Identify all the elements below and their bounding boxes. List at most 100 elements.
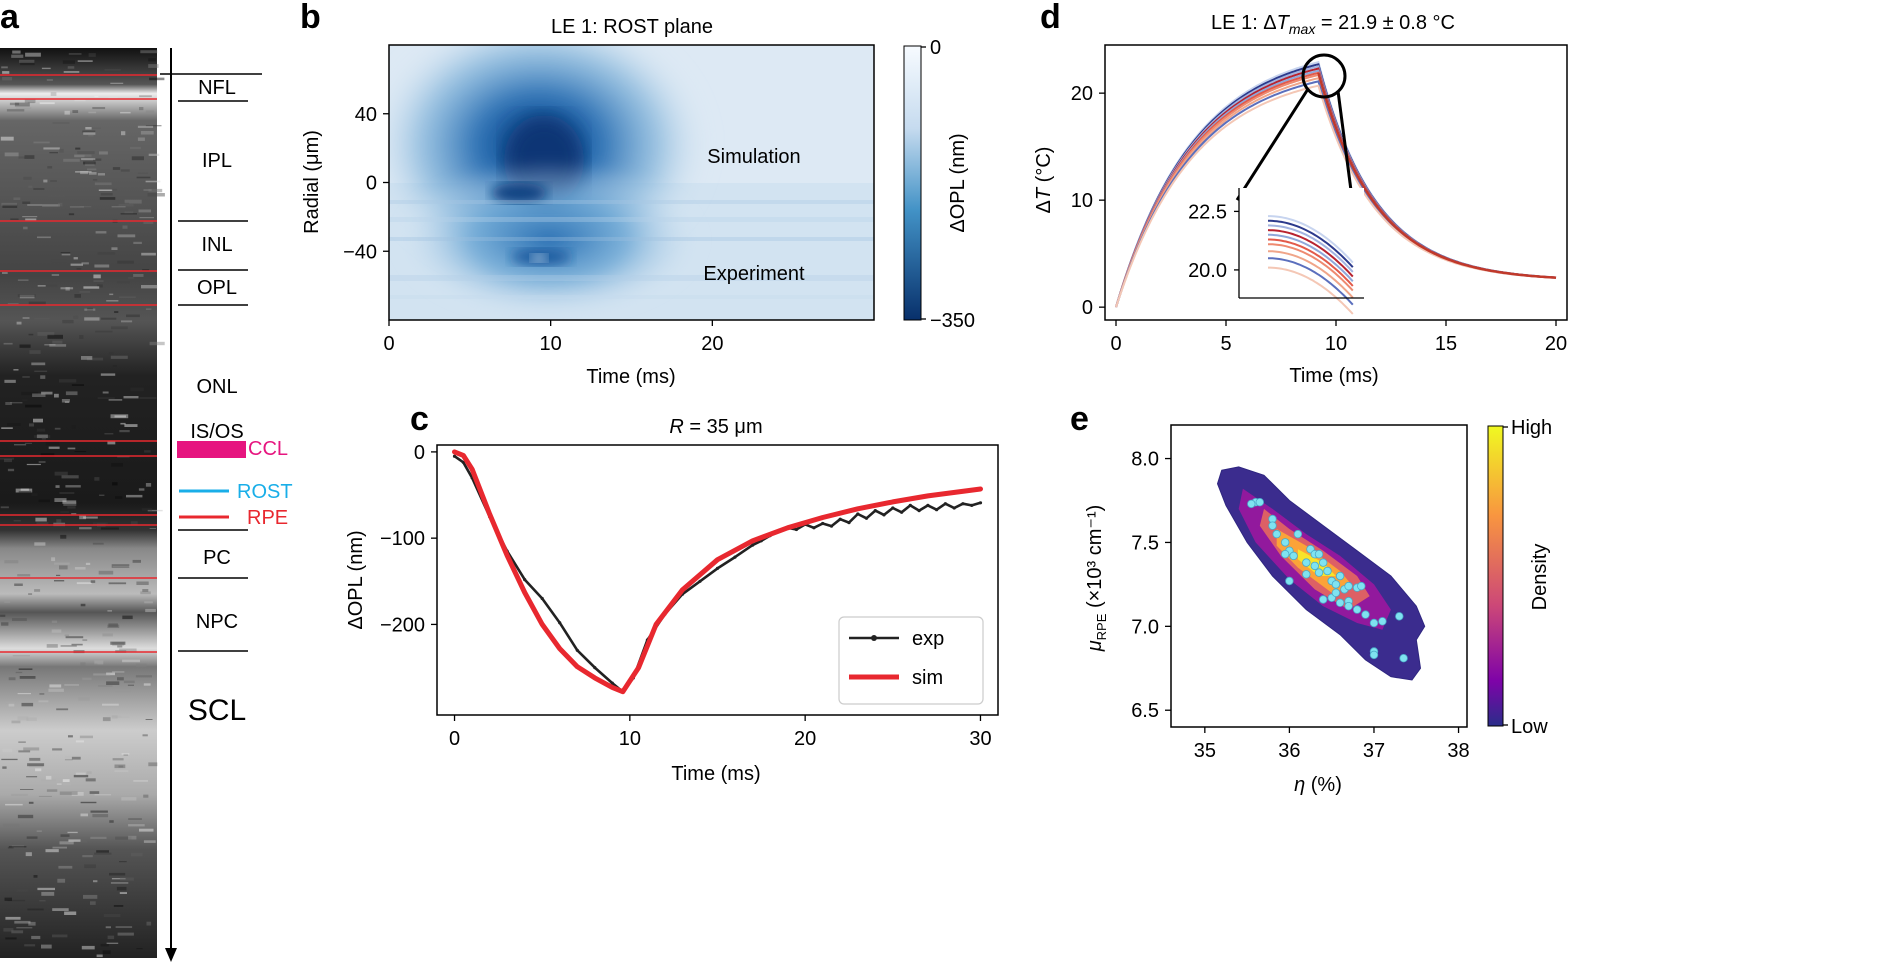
oct-speckle-dot (119, 648, 137, 652)
oct-speckle-dot (20, 789, 34, 790)
d-ylabel: ΔT (°C) (1033, 147, 1055, 214)
oct-speckle-dot (52, 846, 67, 849)
oct-speckle-dot (16, 749, 32, 752)
oct-speckle-dot (35, 517, 47, 522)
oct-speckle-dot (4, 152, 19, 157)
oct-speckle-dot (137, 137, 145, 141)
oct-speckle-dot (145, 308, 152, 310)
oct-speckle-dot (107, 624, 120, 628)
oct-speckle-dot (83, 894, 98, 899)
oct-speckle-dot (26, 717, 37, 721)
oct-speckle-dot (99, 197, 116, 200)
oct-speckle-dot (45, 849, 59, 853)
oct-speckle-dot (120, 111, 131, 114)
oct-speckle-dot (79, 335, 84, 339)
oct-speckle-dot (31, 935, 41, 940)
oct-speckle-dot (108, 623, 118, 627)
oct-speckle-dot (97, 284, 103, 288)
oct-speckle-dot (110, 641, 126, 645)
oct-speckle-dot (23, 747, 40, 751)
oct-speckle-dot (18, 156, 25, 159)
oct-speckle-dot (69, 206, 84, 208)
c-series-exp-point (461, 460, 465, 464)
oct-speckle-dot (59, 841, 74, 845)
oct-speckle-dot (128, 824, 145, 827)
oct-speckle-dot (92, 542, 104, 545)
c-series-exp-point (733, 555, 737, 559)
c-ylabel: ΔOPL (nm) (345, 530, 367, 629)
d-title-suffix: = 21.9 ± 0.8 °C (1315, 12, 1455, 34)
c-series-exp-point (821, 521, 825, 526)
oct-speckle-dot (73, 774, 89, 778)
oct-speckle-dot (65, 636, 84, 639)
oct-speckle-dot (25, 404, 42, 408)
oct-speckle-dot (26, 776, 38, 778)
oct-speckle-dot (18, 750, 31, 753)
oct-speckle-dot (128, 277, 135, 279)
oct-speckle-dot (18, 741, 26, 743)
oct-speckle-dot (59, 148, 64, 153)
oct-speckle-dot (1, 758, 18, 761)
panel-c-line-chart: R = 35 μm 0 10 20 30 0 −100 −200 Time (ms) ΔOP… (345, 416, 999, 785)
layer-labels: NFL IPL INL OPL ONL IS/OS PC NPC SCL (188, 77, 246, 727)
panel-b-heatmap: LE 1: ROST plane Simulation Experiment 0… (301, 16, 975, 388)
c-series-exp-point (943, 502, 948, 506)
oct-speckle-dot (71, 425, 76, 429)
oct-speckle-dot (64, 911, 77, 915)
oct-speckle-dot (141, 252, 156, 256)
oct-speckle-dot (29, 757, 41, 761)
oct-speckle-dot (41, 67, 51, 70)
oct-speckle-dot (24, 155, 35, 159)
oct-speckle-dot (17, 279, 29, 281)
oct-speckle-dot (19, 676, 36, 679)
oct-speckle-dot (81, 262, 89, 265)
oct-speckle-dot (94, 794, 112, 796)
rost-label: ROST (237, 481, 293, 503)
oct-speckle-dot (3, 928, 14, 932)
oct-speckle-dot (92, 127, 101, 129)
oct-speckle-dot (68, 735, 73, 738)
oct-speckle-dot (21, 702, 34, 707)
b-ytick-label: 0 (366, 173, 377, 195)
oct-speckle-dot (79, 515, 86, 520)
oct-speckle-dot (64, 634, 69, 637)
b-ytick-label: −40 (343, 241, 377, 263)
oct-speckle-dot (0, 457, 15, 460)
oct-speckle-dot (119, 430, 130, 433)
oct-speckle-dot (1, 622, 9, 626)
oct-speckle-dot (11, 54, 24, 58)
c-ytick-label: 0 (414, 442, 425, 464)
oct-speckle-dot (128, 818, 142, 820)
oct-speckle-dot (43, 147, 60, 150)
oct-speckle-dot (118, 765, 124, 768)
oct-speckle-dot (7, 423, 21, 426)
oct-speckle-dot (63, 158, 80, 162)
oct-speckle-dot (52, 934, 68, 938)
layer-label: OPL (197, 277, 237, 299)
oct-speckle-dot (17, 693, 31, 695)
oct-speckle-dot (37, 285, 46, 287)
d-inset-line (1267, 229, 1354, 278)
c-title-rest: = 35 μm (684, 416, 763, 438)
oct-speckle-dot (16, 889, 28, 892)
oct-speckle-dot (41, 437, 46, 440)
oct-speckle-dot (143, 221, 154, 224)
oct-speckle-dot (72, 110, 79, 113)
oct-speckle-dot (19, 344, 31, 348)
oct-speckle-dot (133, 241, 142, 244)
oct-speckle-dot (67, 710, 76, 712)
d-title-sub: max (1289, 21, 1316, 37)
oct-speckle-dot (94, 182, 112, 186)
oct-speckle-dot (90, 580, 96, 583)
oct-speckle-dot (25, 218, 37, 221)
panel-d-line-chart: LE 1: ΔTmax = 21.9 ± 0.8 °C 0 5 10 15 200102… (1033, 12, 1568, 387)
e-point (1361, 610, 1370, 619)
d-inset-line (1267, 224, 1354, 273)
oct-speckle-dot (61, 399, 70, 403)
oct-speckle-dot (139, 95, 152, 98)
oct-speckle-dot (97, 252, 116, 255)
oct-speckle-dot (121, 753, 130, 755)
oct-speckle-dot (79, 527, 92, 530)
oct-speckle-dot (75, 147, 81, 150)
oct-speckle-dot (0, 614, 6, 617)
